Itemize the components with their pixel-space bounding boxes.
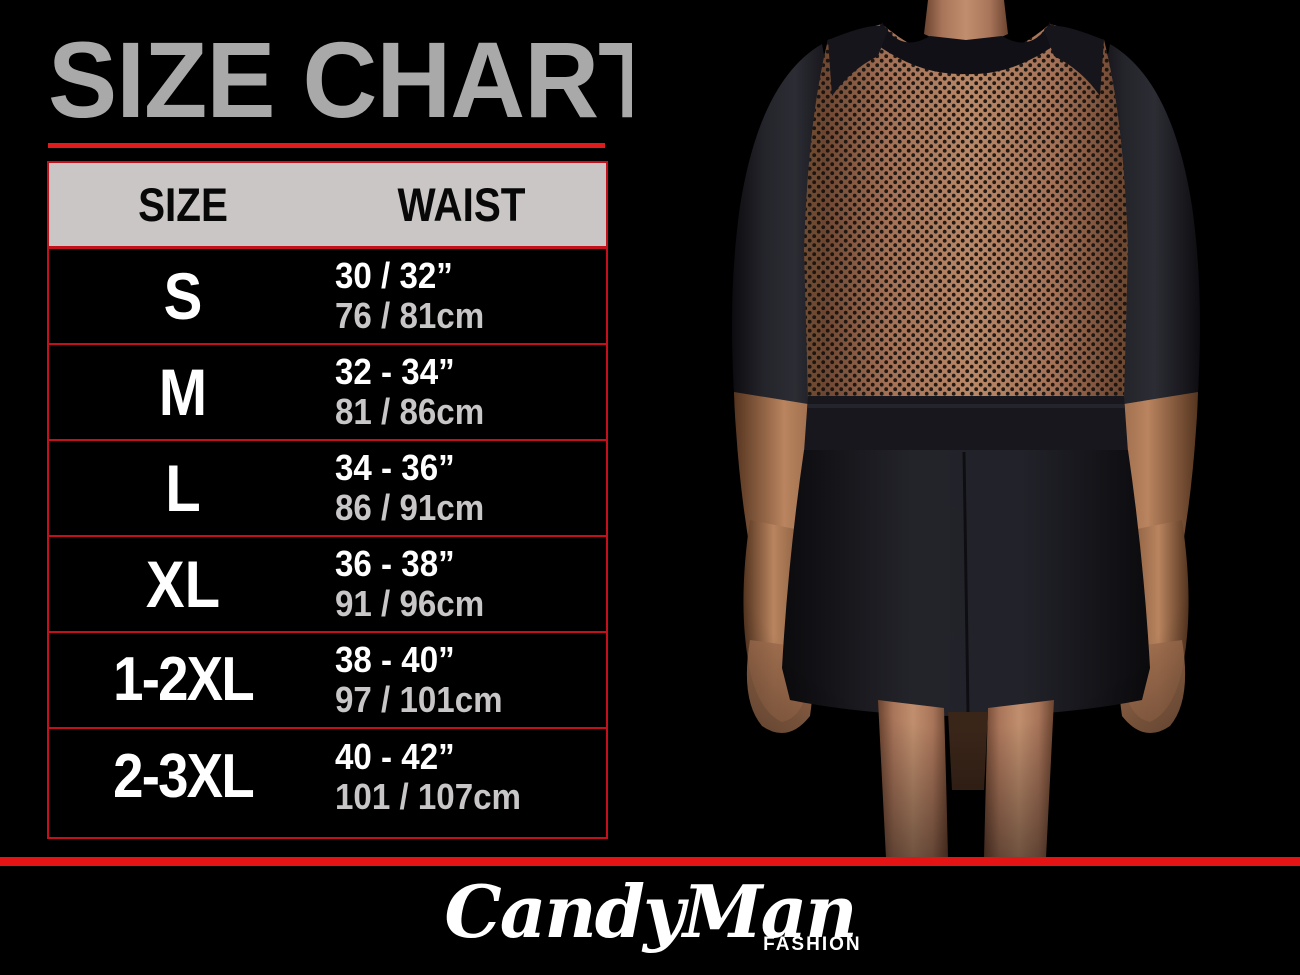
cell-waist: 30 / 32” 76 / 81cm: [317, 256, 606, 336]
product-photo-image: [632, 0, 1300, 858]
waist-centimeters: 97 / 101cm: [335, 679, 503, 720]
cell-size: L: [165, 451, 201, 525]
table-row: XL 36 - 38” 91 / 96cm: [49, 537, 606, 633]
table-row: S 30 / 32” 76 / 81cm: [49, 249, 606, 345]
page-title: SIZE CHART: [48, 19, 661, 140]
cell-size: 2-3XL: [113, 742, 255, 811]
waist-centimeters: 81 / 86cm: [335, 391, 485, 432]
waist-centimeters: 86 / 91cm: [335, 487, 485, 528]
cell-waist: 36 - 38” 91 / 96cm: [317, 544, 606, 624]
cell-size: XL: [145, 547, 221, 621]
cell-waist: 38 - 40” 97 / 101cm: [317, 640, 606, 720]
table-row: M 32 - 34” 81 / 86cm: [49, 345, 606, 441]
waist-inches: 36 - 38”: [335, 543, 455, 584]
table-header-row: SIZE WAIST: [49, 163, 606, 249]
cell-waist: 34 - 36” 86 / 91cm: [317, 448, 606, 528]
column-header-size: SIZE: [138, 178, 228, 231]
column-header-waist: WAIST: [397, 178, 526, 231]
cell-waist: 40 - 42” 101 / 107cm: [317, 737, 606, 817]
waist-inches: 34 - 36”: [335, 447, 455, 488]
brand-name-text: CandyMan: [444, 869, 857, 954]
cell-size: 1-2XL: [113, 645, 255, 714]
waist-centimeters: 101 / 107cm: [335, 776, 521, 817]
brand-logo: CandyMan FASHION: [0, 874, 1300, 955]
waist-inches: 32 - 34”: [335, 351, 455, 392]
waist-inches: 40 - 42”: [335, 736, 455, 777]
waist-centimeters: 91 / 96cm: [335, 583, 485, 624]
title-underline-rule: [48, 143, 605, 148]
size-chart-panel: SIZE CHART SIZE WAIST S 30 / 32” 76 / 81…: [0, 0, 661, 858]
cell-size: S: [163, 259, 203, 333]
table-row: 1-2XL 38 - 40” 97 / 101cm: [49, 633, 606, 729]
footer: CandyMan FASHION: [0, 866, 1300, 975]
brand-name: CandyMan FASHION: [444, 874, 859, 955]
waist-inches: 30 / 32”: [335, 255, 453, 296]
footer-divider-rule: [0, 857, 1300, 866]
cell-waist: 32 - 34” 81 / 86cm: [317, 352, 606, 432]
brand-tagline: FASHION: [763, 934, 862, 955]
waist-inches: 38 - 40”: [335, 639, 455, 680]
waist-centimeters: 76 / 81cm: [335, 295, 485, 336]
cell-size: M: [158, 355, 208, 429]
table-row: 2-3XL 40 - 42” 101 / 107cm: [49, 729, 606, 825]
size-table: SIZE WAIST S 30 / 32” 76 / 81cm M 32 - 3…: [47, 161, 608, 839]
product-photo: Best Man: [632, 0, 1300, 858]
table-row: L 34 - 36” 86 / 91cm: [49, 441, 606, 537]
